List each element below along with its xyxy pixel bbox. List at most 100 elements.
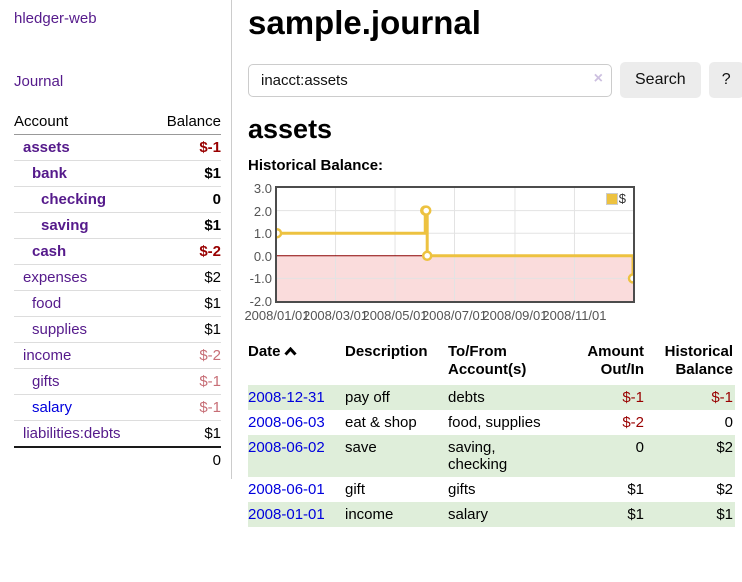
transaction-date-link[interactable]: 2008-01-01 (248, 506, 325, 523)
account-row-gifts: gifts $-1 (14, 368, 221, 395)
account-row-expenses: expenses $2 (14, 264, 221, 291)
account-balance: $1 (151, 420, 221, 448)
app-title[interactable]: hledger-web (14, 10, 97, 27)
account-row-saving: saving $1 (14, 212, 221, 239)
transaction-date-link[interactable]: 2008-12-31 (248, 389, 325, 406)
sidebar: hledger-web Journal Account Balance asse… (0, 0, 232, 479)
transaction-balance: $1 (716, 506, 733, 523)
transaction-description: pay off (345, 389, 390, 406)
transaction-row: 2008-06-03 eat & shop food, supplies $-2… (248, 410, 735, 435)
header-date[interactable]: Date (248, 340, 345, 385)
y-axis-tick-label: 1.0 (253, 226, 272, 242)
x-axis-tick-label: 2008/07/01 (421, 308, 488, 323)
y-axis-tick-label: 0.0 (253, 248, 272, 264)
x-axis-tick-label: 2008/09/01 (482, 308, 548, 323)
x-axis-tick-label: 2008/03/01 (302, 308, 369, 323)
account-row-salary: salary $-1 (14, 394, 221, 421)
historical-balance-chart: 3.0 2.0 1.0 0.0 -1.0 -2.0 $ 2008/01/01 2008/03… (244, 181, 742, 326)
transactions-header-row: Date Description To/From Account(s) Amou… (248, 340, 735, 385)
accounts-total-value: 0 (151, 446, 221, 473)
sort-ascending-icon (283, 346, 297, 356)
account-link-income[interactable]: income (23, 347, 72, 364)
header-amount-out-in: Amount Out/In (587, 343, 644, 378)
chart-plot-area[interactable]: $ (275, 186, 635, 303)
account-balance: $1 (151, 212, 221, 239)
transaction-amount: $-1 (622, 389, 644, 406)
account-row-income: income $-2 (14, 342, 221, 369)
account-link-bank[interactable]: bank (32, 165, 68, 182)
app-window: hledger-web Journal Account Balance asse… (0, 0, 742, 527)
transaction-row: 2008-01-01 income salary $1 $1 (248, 502, 735, 527)
x-axis-tick-label: 2008/05/01 (362, 308, 428, 323)
legend-swatch-icon (605, 192, 618, 205)
account-heading: assets (248, 114, 333, 144)
clear-search-icon[interactable]: × (593, 69, 603, 87)
transaction-amount: $1 (627, 481, 644, 498)
transaction-amount: $1 (627, 506, 644, 523)
transaction-amount: 0 (635, 439, 644, 456)
accounts-table: Account Balance assets $-1 bank $1 check… (14, 110, 221, 473)
transaction-description: income (345, 506, 394, 523)
account-row-bank: bank $1 (14, 160, 221, 187)
account-link-gifts[interactable]: gifts (32, 373, 60, 390)
transaction-row: 2008-06-01 gift gifts $1 $2 (248, 477, 735, 502)
transaction-description: gift (345, 481, 366, 498)
y-axis-tick-label: 2.0 (253, 203, 272, 219)
transaction-date-link[interactable]: 2008-06-02 (248, 439, 325, 456)
account-link-checking[interactable]: checking (41, 191, 107, 208)
account-link-cash[interactable]: cash (32, 243, 67, 260)
accounts-total-row: 0 (14, 446, 221, 473)
legend-label: $ (618, 191, 626, 206)
transaction-balance: $-1 (711, 389, 733, 406)
chart-canvas (277, 188, 633, 301)
transaction-accounts: salary (448, 506, 489, 523)
help-button[interactable]: ? (708, 62, 742, 98)
transaction-description: save (345, 439, 377, 456)
account-link-saving[interactable]: saving (41, 217, 89, 234)
search-form: × Search ? (248, 62, 742, 98)
nav-journal-link[interactable]: Journal (14, 73, 64, 90)
account-balance: 0 (151, 186, 221, 213)
account-link-food[interactable]: food (32, 295, 62, 312)
transaction-date-link[interactable]: 2008-06-03 (248, 414, 325, 431)
account-link-expenses[interactable]: expenses (23, 269, 88, 286)
search-button[interactable]: Search (620, 62, 701, 98)
transaction-amount: $-2 (622, 414, 644, 431)
account-link-salary[interactable]: salary (32, 399, 73, 416)
transaction-accounts: gifts (448, 481, 476, 498)
account-row-supplies: supplies $1 (14, 316, 221, 343)
account-balance: $-1 (151, 134, 221, 161)
x-axis-tick-label: 2008/11/01 (542, 308, 607, 323)
account-row-cash: cash $-2 (14, 238, 221, 265)
transaction-balance: $2 (716, 481, 733, 498)
x-axis-tick-label: 2008/01/01 (244, 308, 310, 323)
account-balance: $1 (151, 316, 221, 343)
accounts-header-balance: Balance (151, 110, 221, 135)
page-title: sample.journal (248, 4, 481, 41)
transactions-table: Date Description To/From Account(s) Amou… (248, 340, 735, 527)
account-row-assets: assets $-1 (14, 134, 221, 161)
y-axis-tick-label: -1.0 (249, 271, 272, 287)
header-to-from-accounts: To/From Account(s) (448, 343, 527, 378)
account-link-assets[interactable]: assets (23, 139, 70, 156)
transaction-row: 2008-12-31 pay off debts $-1 $-1 (248, 385, 735, 410)
chart-legend: $ (605, 191, 626, 206)
transaction-accounts: debts (448, 389, 485, 406)
search-input[interactable] (248, 63, 612, 97)
account-balance: $1 (151, 290, 221, 317)
account-balance: $-1 (151, 368, 221, 395)
account-balance: $2 (151, 264, 221, 291)
header-description: Description (345, 343, 428, 360)
account-link-supplies[interactable]: supplies (32, 321, 88, 338)
account-row-checking: checking 0 (14, 186, 221, 213)
search-box: × (248, 63, 612, 97)
transaction-date-link[interactable]: 2008-06-01 (248, 481, 325, 498)
transaction-description: eat & shop (345, 414, 417, 431)
account-balance: $-2 (151, 238, 221, 265)
y-axis-tick-label: -2.0 (249, 294, 272, 309)
account-balance: $1 (151, 160, 221, 187)
account-link-liabilities-debts[interactable]: liabilities:debts (23, 425, 121, 442)
accounts-header-account: Account (14, 110, 152, 135)
account-row-food: food $1 (14, 290, 221, 317)
transaction-balance: $2 (716, 439, 733, 456)
